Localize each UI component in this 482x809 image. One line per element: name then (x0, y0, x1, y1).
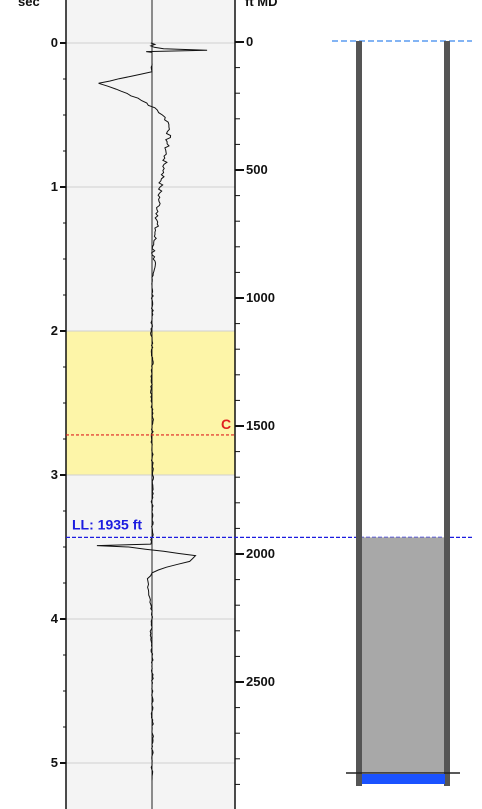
right-axis-tick-label: 0 (246, 34, 253, 49)
left-axis-label: sec (18, 0, 40, 9)
fluid-column (362, 537, 445, 773)
left-axis-tick-label: 1 (51, 179, 58, 194)
echometer-chart: 0 1 2 3 4 5 0 500 1000 1500 2000 2500 C LL: 1935 f… (51, 0, 472, 809)
right-axis: 0 500 1000 1500 2000 2500 (235, 34, 275, 785)
wellbore-schematic (332, 40, 472, 786)
well-bottom-plug (362, 774, 445, 784)
highlight-band (66, 331, 235, 475)
casing-right-wall (444, 41, 450, 786)
right-axis-tick-label: 1000 (246, 290, 275, 305)
right-axis-tick-label: 1500 (246, 418, 275, 433)
left-axis-tick-label: 3 (51, 467, 58, 482)
left-axis-tick-label: 4 (51, 611, 59, 626)
left-axis: 0 1 2 3 4 5 (51, 35, 66, 770)
casing-left-wall (356, 41, 362, 786)
left-axis-tick-label: 0 (51, 35, 58, 50)
right-axis-tick-label: 2500 (246, 674, 275, 689)
gridlines (66, 42, 235, 764)
right-axis-tick-label: 500 (246, 162, 268, 177)
left-axis-tick-label: 2 (51, 323, 58, 338)
marker-c-label: C (221, 416, 231, 432)
liquid-level-label: LL: 1935 ft (72, 516, 142, 532)
left-axis-tick-label: 5 (51, 755, 58, 770)
right-axis-label: ft MD (245, 0, 278, 9)
acoustic-trace-line (96, 42, 208, 781)
right-axis-tick-label: 2000 (246, 546, 275, 561)
